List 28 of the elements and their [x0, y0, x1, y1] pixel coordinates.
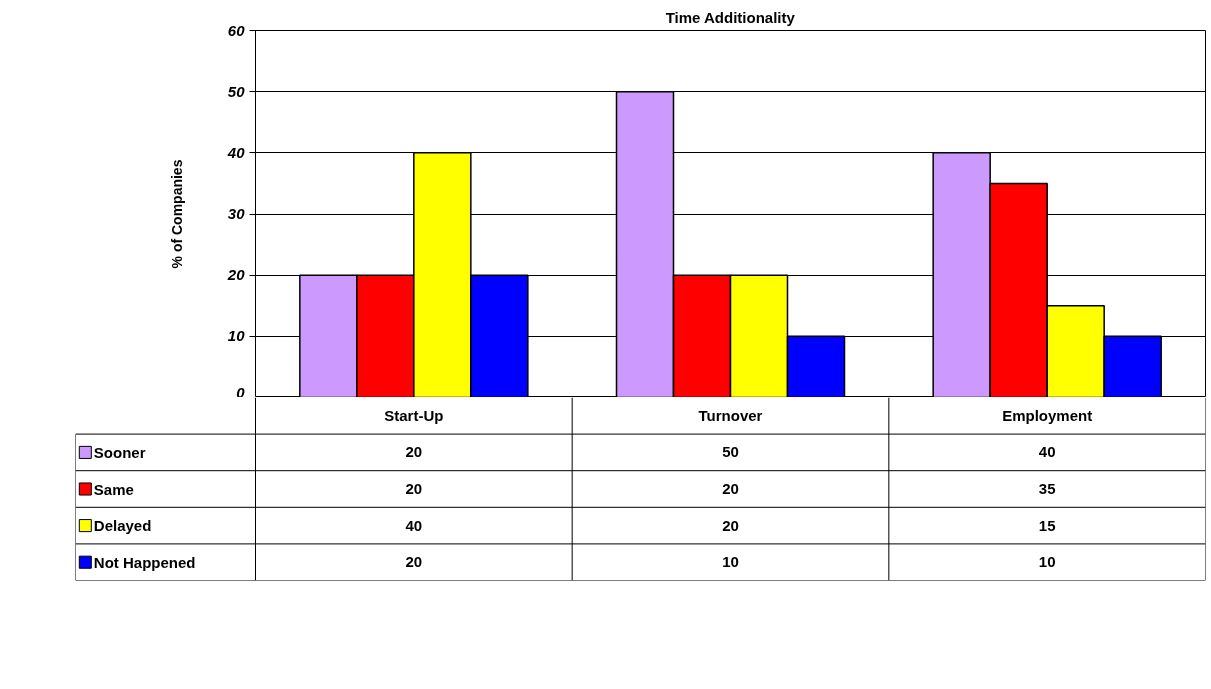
x-tick-label: Start-Up	[384, 407, 444, 425]
y-tick-label: 10	[227, 327, 246, 345]
data-label: 20	[405, 553, 423, 571]
y-axis-title: % of Companies	[168, 159, 185, 269]
data-label: 10	[722, 553, 739, 571]
data-label: 20	[405, 443, 423, 461]
legend-label: Sooner	[93, 443, 146, 461]
legend-label: Same	[93, 480, 134, 498]
data-label: 35	[1038, 480, 1056, 497]
chart-title: Time Additionality	[665, 8, 796, 26]
data-label: 50	[722, 443, 739, 461]
legend-label: Delayed	[93, 517, 152, 535]
y-tick-label: 0	[236, 383, 246, 401]
data-label: 40	[1038, 443, 1056, 461]
data-label: 10	[1038, 553, 1056, 571]
data-label: 20	[722, 480, 739, 497]
data-label: 20	[405, 480, 423, 497]
y-tick-label: 20	[226, 266, 246, 284]
y-tick-label: 40	[226, 143, 246, 161]
y-tick-label: 50	[227, 82, 246, 100]
data-label: 40	[405, 516, 423, 534]
y-tick-label: 30	[227, 205, 246, 222]
data-label: 20	[722, 516, 739, 534]
legend-label: Not Happened	[93, 553, 196, 571]
y-tick-label: 60	[227, 21, 246, 39]
x-tick-label: Employment	[1002, 407, 1093, 425]
x-tick-label: Turnover	[698, 407, 763, 425]
data-label: 15	[1038, 516, 1056, 534]
